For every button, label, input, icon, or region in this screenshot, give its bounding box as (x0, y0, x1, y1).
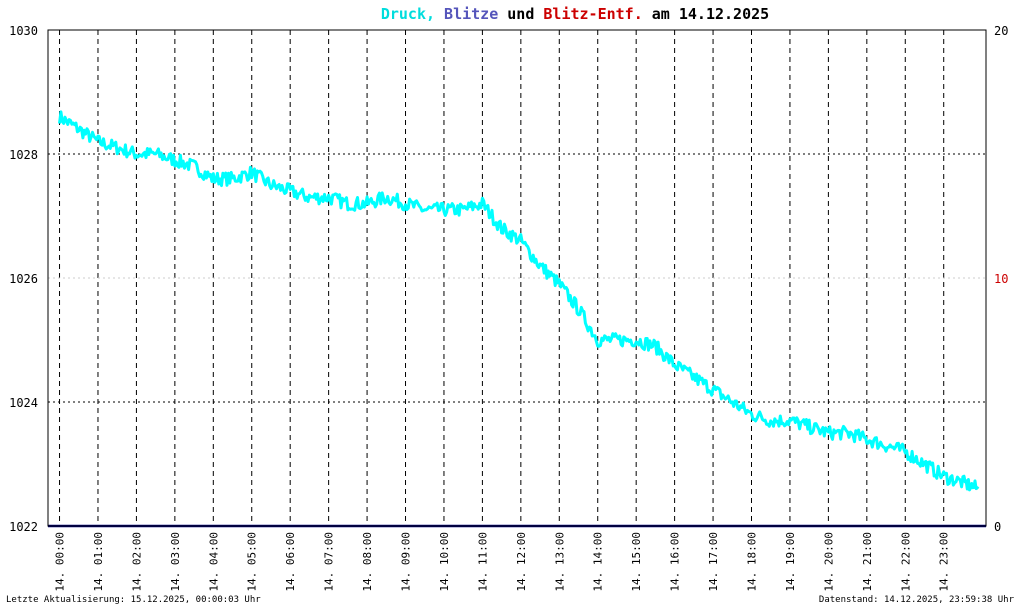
series-druck-line (58, 110, 980, 492)
y-left-tick-label: 1022 (9, 520, 38, 534)
x-tick-label: 14. 03:00 (169, 532, 182, 592)
y-left-tick-label: 1028 (9, 148, 38, 162)
x-tick-label: 14. 08:00 (361, 532, 374, 592)
x-tick-label: 14. 14:00 (592, 532, 605, 592)
y-right-tick-label: 0 (994, 520, 1001, 534)
y-right-tick-label: 10 (994, 272, 1008, 286)
title-druck: Druck, (381, 5, 435, 23)
x-tick-label: 14. 12:00 (515, 532, 528, 592)
title-und: und (507, 5, 534, 23)
axes: 14. 00:00 14. 01:00 14. 02:00 14. 03:00 14. … (9, 24, 1008, 592)
footer-last-update: Letzte Aktualisierung: 15.12.2025, 00:00… (6, 595, 261, 605)
x-tick-label: 14. 11:00 (476, 532, 489, 592)
x-tick-label: 14. 22:00 (899, 532, 912, 592)
footer-data-status: Datenstand: 14.12.2025, 23:59:38 Uhr (819, 595, 1015, 605)
grid (48, 30, 986, 526)
x-tick-label: 14. 00:00 (54, 532, 67, 592)
title-blitz-entf: Blitz-Entf. (543, 5, 642, 23)
x-tick-label: 14. 09:00 (400, 532, 413, 592)
title-date: am 14.12.2025 (652, 5, 769, 23)
x-tick-label: 14. 07:00 (323, 532, 336, 592)
title-blitze: Blitze (444, 5, 498, 23)
x-tick-label: 14. 05:00 (246, 532, 259, 592)
chart-title: Druck, Blitze und Blitz-Entf. am 14.12.2… (381, 5, 769, 23)
y-left-tick-label: 1030 (9, 24, 38, 38)
x-tick-label: 14. 02:00 (130, 532, 143, 592)
x-tick-label: 14. 21:00 (861, 532, 874, 592)
x-tick-label: 14. 19:00 (784, 532, 797, 592)
x-tick-label: 14. 16:00 (669, 532, 682, 592)
x-tick-label: 14. 18:00 (746, 532, 759, 592)
x-tick-label: 14. 06:00 (284, 532, 297, 592)
x-tick-label: 14. 17:00 (707, 532, 720, 592)
x-tick-label: 14. 01:00 (92, 532, 105, 592)
x-tick-label: 14. 15:00 (630, 532, 643, 592)
plot-frame (47, 29, 987, 527)
series (48, 110, 986, 528)
x-tick-label: 14. 04:00 (207, 532, 220, 592)
x-tick-label: 14. 10:00 (438, 532, 451, 592)
y-left-tick-label: 1026 (9, 272, 38, 286)
x-tick-label: 14. 13:00 (553, 532, 566, 592)
x-tick-label: 14. 20:00 (822, 532, 835, 592)
y-left-tick-label: 1024 (9, 396, 38, 410)
y-right-tick-label: 20 (994, 24, 1008, 38)
x-tick-label: 14. 23:00 (938, 532, 951, 592)
